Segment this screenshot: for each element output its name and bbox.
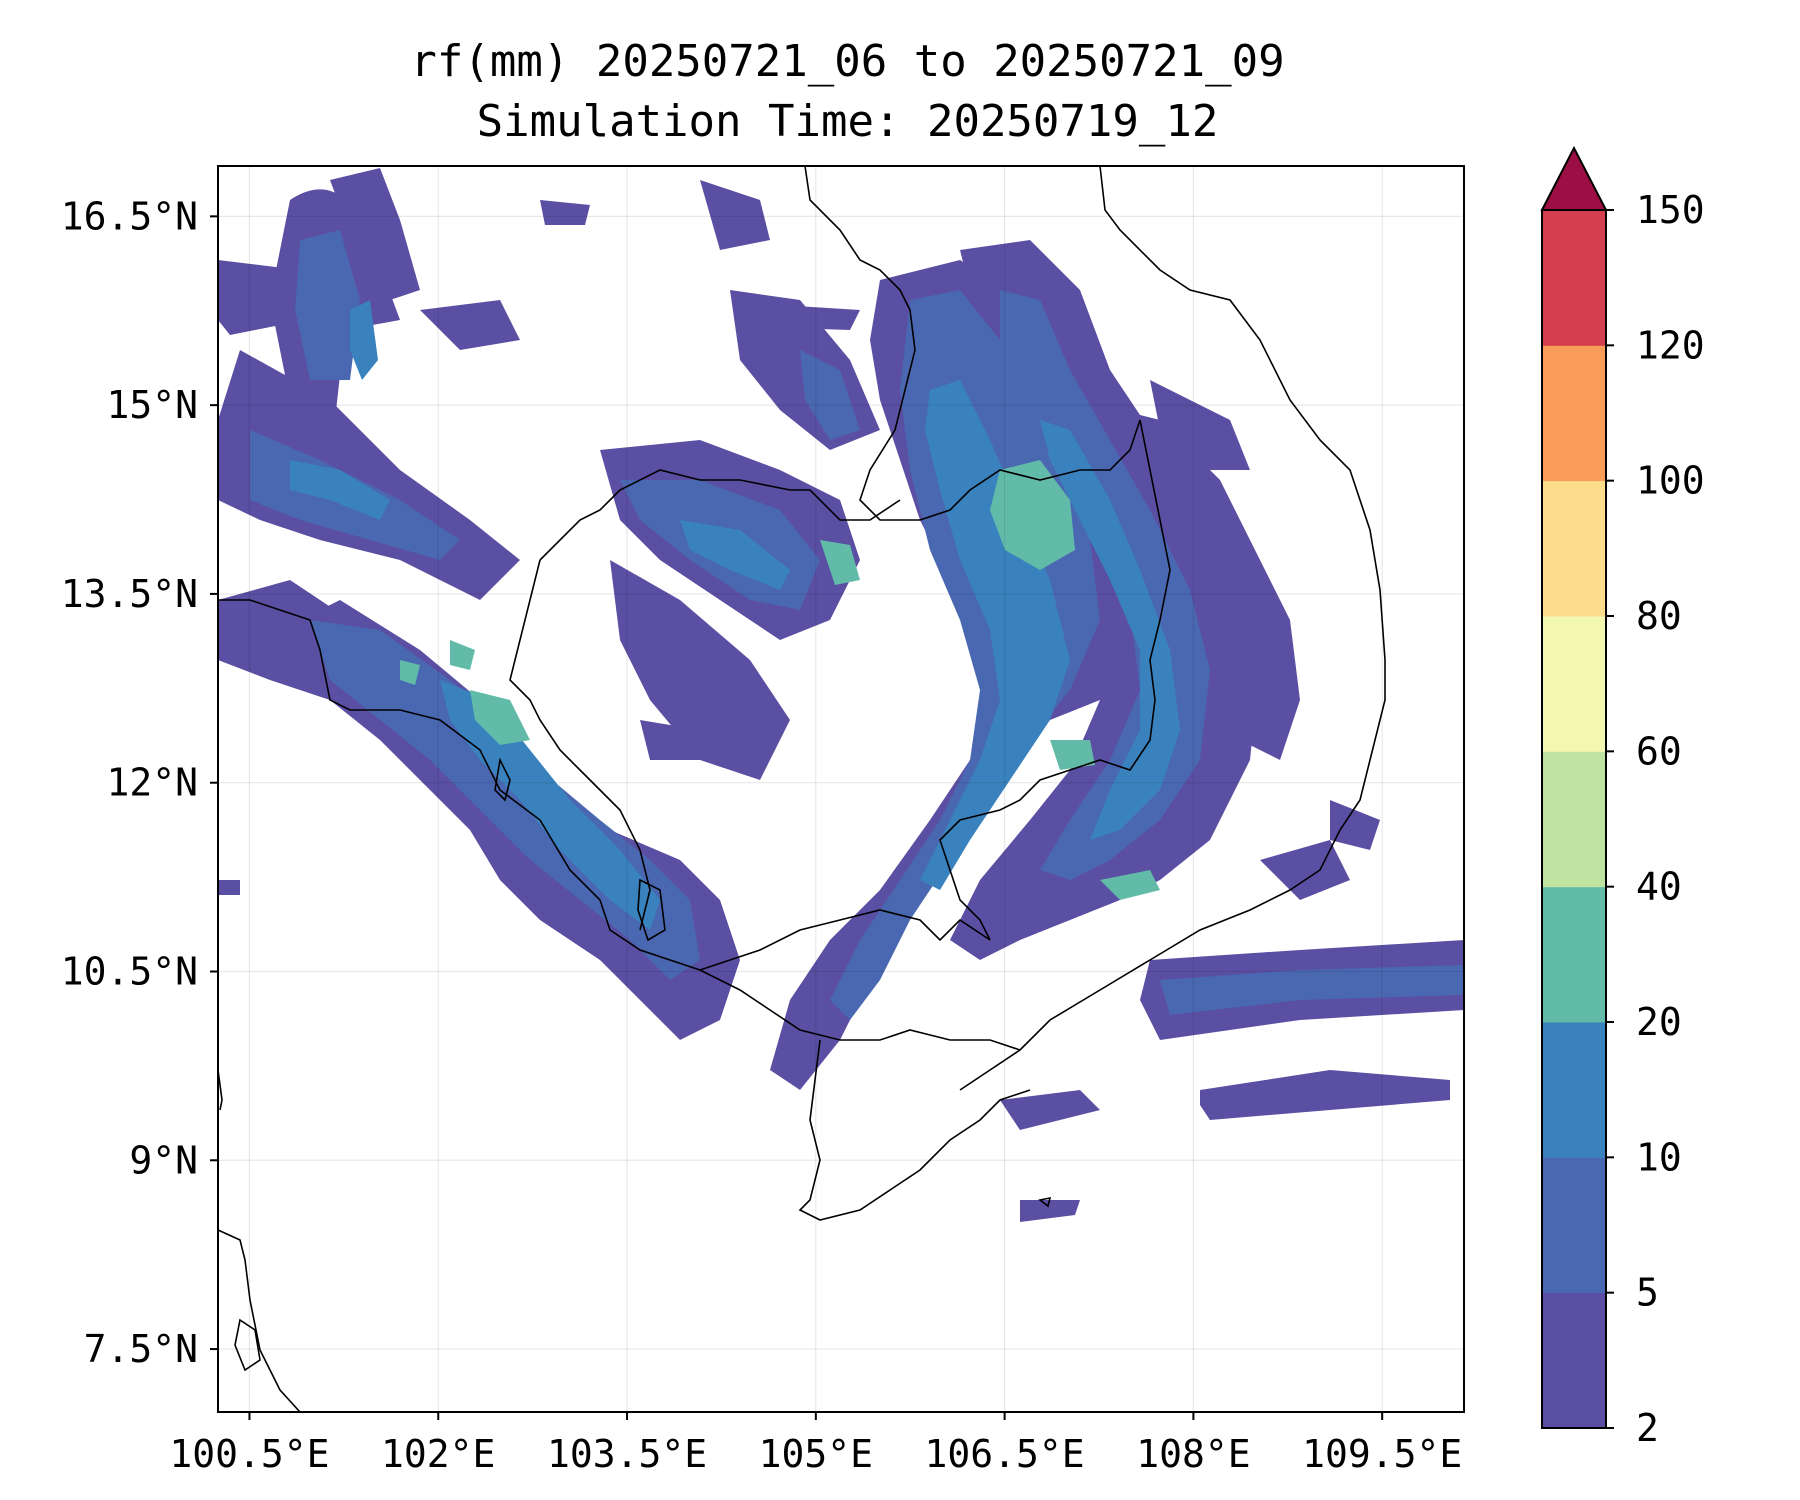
colorbar-tick-label: 2 [1636, 1406, 1659, 1450]
x-tick-label: 102°E [381, 1432, 495, 1476]
x-tick-label: 103.5°E [547, 1432, 707, 1476]
colorbar-segment [1542, 1292, 1606, 1429]
coastlines-and-borders [218, 166, 1386, 1412]
y-tick-label: 15°N [106, 383, 198, 427]
colorbar-segment [1542, 480, 1606, 617]
map-title: rf(mm) 20250721_06 to 20250721_09 [410, 36, 1285, 87]
x-axis-ticks: 100.5°E 102°E 103.5°E 105°E 106.5°E 108°E 109.… [169, 1412, 1462, 1476]
colorbar-tick-label: 20 [1636, 1000, 1682, 1044]
map-gridlines [218, 166, 1464, 1412]
x-tick-label: 105°E [759, 1432, 873, 1476]
rain-layer-20-40mm [400, 460, 1160, 900]
colorbar-tick-label: 10 [1636, 1135, 1682, 1179]
colorbar-tick-label: 120 [1636, 323, 1705, 367]
colorbar-tick-label: 80 [1636, 594, 1682, 638]
x-tick-label: 109.5°E [1302, 1432, 1462, 1476]
colorbar-segment [1542, 1022, 1606, 1158]
colorbar-segment [1542, 345, 1606, 482]
y-tick-label: 16.5°N [61, 194, 198, 238]
y-axis-ticks: 16.5°N 15°N 13.5°N 12°N 10.5°N 9°N 7.5°N [61, 194, 218, 1371]
x-tick-label: 108°E [1136, 1432, 1250, 1476]
y-tick-label: 10.5°N [61, 949, 198, 993]
x-tick-label: 100.5°E [169, 1432, 329, 1476]
y-tick-label: 9°N [129, 1138, 198, 1182]
colorbar-segment [1542, 1157, 1606, 1294]
map-plot-area [218, 166, 1464, 1412]
colorbar-tick-label: 100 [1636, 459, 1705, 503]
y-tick-label: 13.5°N [61, 572, 198, 616]
map-subtitle: Simulation Time: 20250719_12 [476, 96, 1219, 147]
colorbar-tick-label: 150 [1636, 188, 1705, 232]
map-frame [217, 165, 1465, 1413]
rain-layer-10-20mm [290, 300, 1180, 930]
colorbar-frame [1541, 209, 1607, 1429]
colorbar-tick-label: 40 [1636, 865, 1682, 909]
colorbar-tick-label: 60 [1636, 729, 1682, 773]
colorbar-segment [1542, 886, 1606, 1023]
colorbar-segment [1542, 616, 1606, 752]
colorbar: 2 5 10 20 40 60 80 100 120 150 [1540, 145, 1705, 1450]
colorbar-extend-arrow [1540, 145, 1608, 211]
y-tick-label: 7.5°N [84, 1327, 198, 1371]
colorbar-segment [1542, 751, 1606, 888]
colorbar-segment [1542, 210, 1606, 346]
colorbar-tick-label: 5 [1636, 1271, 1659, 1315]
y-tick-label: 12°N [106, 761, 198, 805]
x-tick-label: 106.5°E [925, 1432, 1085, 1476]
